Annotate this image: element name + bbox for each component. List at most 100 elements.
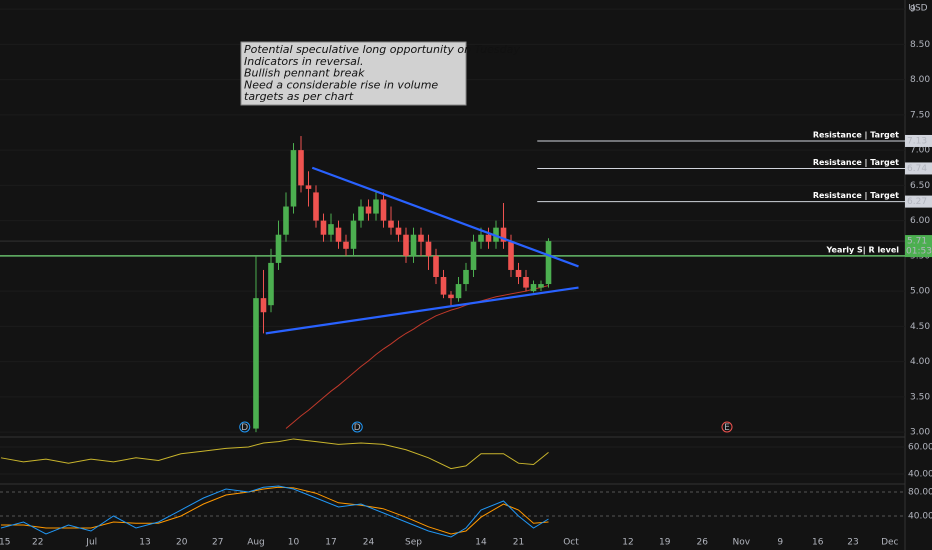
y-tick-label: 3.50 bbox=[910, 392, 930, 402]
y-tick-label: 8.00 bbox=[910, 75, 930, 85]
candle-body bbox=[290, 150, 297, 207]
candle-body bbox=[328, 224, 334, 235]
x-tick-label: 24 bbox=[363, 538, 375, 548]
candle-body bbox=[410, 234, 417, 256]
candle-body bbox=[425, 241, 432, 256]
y-tick-label: 9 bbox=[910, 5, 916, 15]
candle-body bbox=[313, 192, 319, 221]
y-tick-label: 4.00 bbox=[910, 357, 930, 367]
candle-body bbox=[260, 298, 267, 313]
x-tick-label: Nov bbox=[732, 538, 750, 548]
candle-body bbox=[440, 277, 447, 295]
candle-body bbox=[455, 284, 462, 299]
candle-body bbox=[373, 199, 379, 214]
annotation-line: Potential speculative long opportunity o… bbox=[244, 43, 520, 56]
price-label: 6.74 bbox=[907, 164, 927, 174]
candle-body bbox=[268, 262, 274, 306]
event-marker bbox=[721, 421, 733, 433]
candle-body bbox=[283, 206, 289, 235]
candle-body bbox=[478, 234, 484, 242]
rsi-line bbox=[0, 438, 549, 470]
last-price: 5.71 bbox=[907, 237, 927, 247]
price-label-box bbox=[905, 134, 932, 147]
countdown: 01:53:31 bbox=[906, 247, 932, 257]
candle-body bbox=[463, 269, 469, 285]
currency: USD bbox=[908, 4, 927, 14]
stoch-tick-label: 40.00 bbox=[908, 512, 932, 522]
x-tick-label: 9 bbox=[777, 538, 783, 548]
line-label: Yearly S| R level bbox=[825, 245, 899, 254]
candle-body bbox=[508, 241, 514, 270]
x-tick-label: 21 bbox=[513, 538, 524, 548]
line-label: Resistance | Target bbox=[813, 158, 899, 167]
candle-body bbox=[380, 199, 387, 221]
x-tick-label: 27 bbox=[212, 538, 223, 548]
annotation-line: Indicators in reversal. bbox=[244, 55, 363, 68]
stoch-k-line bbox=[0, 485, 549, 538]
candle-body bbox=[523, 277, 529, 288]
annotation-box bbox=[240, 41, 467, 106]
x-tick-label: Sep bbox=[405, 538, 422, 548]
x-tick-label: 15 bbox=[0, 538, 10, 548]
annotation-line: Need a considerable rise in volume bbox=[244, 78, 438, 91]
line-label: Resistance | Target bbox=[813, 130, 899, 139]
candle-body bbox=[305, 185, 312, 189]
x-tick-label: Aug bbox=[247, 538, 265, 548]
moving-average bbox=[285, 284, 549, 429]
candle-body bbox=[253, 298, 259, 429]
candle-body bbox=[403, 234, 409, 256]
x-tick-label: Oct bbox=[563, 538, 579, 548]
candle-body bbox=[418, 234, 424, 242]
candle-body bbox=[470, 241, 477, 270]
candle-body bbox=[433, 255, 439, 278]
x-tick-label: 13 bbox=[139, 538, 150, 548]
y-tick-label: 7.50 bbox=[910, 110, 930, 120]
candle-body bbox=[358, 206, 364, 221]
price-label: 7.13 bbox=[907, 136, 927, 146]
candle-body bbox=[388, 220, 394, 228]
candle-body bbox=[365, 206, 372, 214]
candle-body bbox=[545, 241, 552, 285]
event-marker bbox=[351, 421, 363, 433]
candle-body bbox=[343, 241, 349, 249]
x-tick-label: 26 bbox=[697, 538, 709, 548]
trendline bbox=[311, 166, 579, 268]
y-tick-label: 8.50 bbox=[910, 40, 930, 50]
x-tick-label: 23 bbox=[847, 538, 858, 548]
candle-body bbox=[515, 269, 522, 278]
x-tick-label: 16 bbox=[812, 538, 824, 548]
rsi-tick-label: 40.00 bbox=[908, 469, 932, 479]
candle-body bbox=[395, 227, 402, 235]
event-label: E bbox=[724, 423, 730, 433]
price-label: 6.27 bbox=[907, 197, 927, 207]
y-tick-label: 6.50 bbox=[910, 181, 930, 191]
candle-body bbox=[448, 294, 454, 299]
x-tick-label: Jul bbox=[85, 538, 97, 548]
candle-body bbox=[485, 234, 492, 242]
candle-body bbox=[350, 220, 357, 249]
y-tick-label: 6.00 bbox=[910, 216, 930, 226]
event-label: D bbox=[354, 423, 361, 433]
candle-body bbox=[500, 227, 507, 242]
x-tick-label: 14 bbox=[475, 538, 487, 548]
x-tick-label: 22 bbox=[32, 538, 43, 548]
trendline bbox=[265, 286, 579, 335]
price-label-box bbox=[905, 162, 932, 175]
y-tick-label: 7.00 bbox=[910, 146, 930, 156]
x-tick-label: 17 bbox=[325, 538, 336, 548]
candle-body bbox=[298, 150, 304, 186]
price-label-box bbox=[905, 195, 932, 208]
stoch-tick-label: 80.00 bbox=[908, 488, 932, 498]
candle-body bbox=[530, 284, 537, 292]
event-label: D bbox=[241, 423, 248, 433]
y-tick-label: 4.50 bbox=[910, 322, 930, 332]
candle-body bbox=[335, 227, 342, 242]
rsi-tick-label: 60.00 bbox=[908, 443, 932, 453]
y-tick-label: 3.00 bbox=[910, 428, 930, 438]
candle-body bbox=[538, 284, 544, 288]
annotation-line: targets as per chart bbox=[244, 90, 354, 103]
x-tick-label: 19 bbox=[659, 538, 671, 548]
x-tick-label: 10 bbox=[288, 538, 300, 548]
y-tick-label: 5.00 bbox=[910, 287, 930, 297]
